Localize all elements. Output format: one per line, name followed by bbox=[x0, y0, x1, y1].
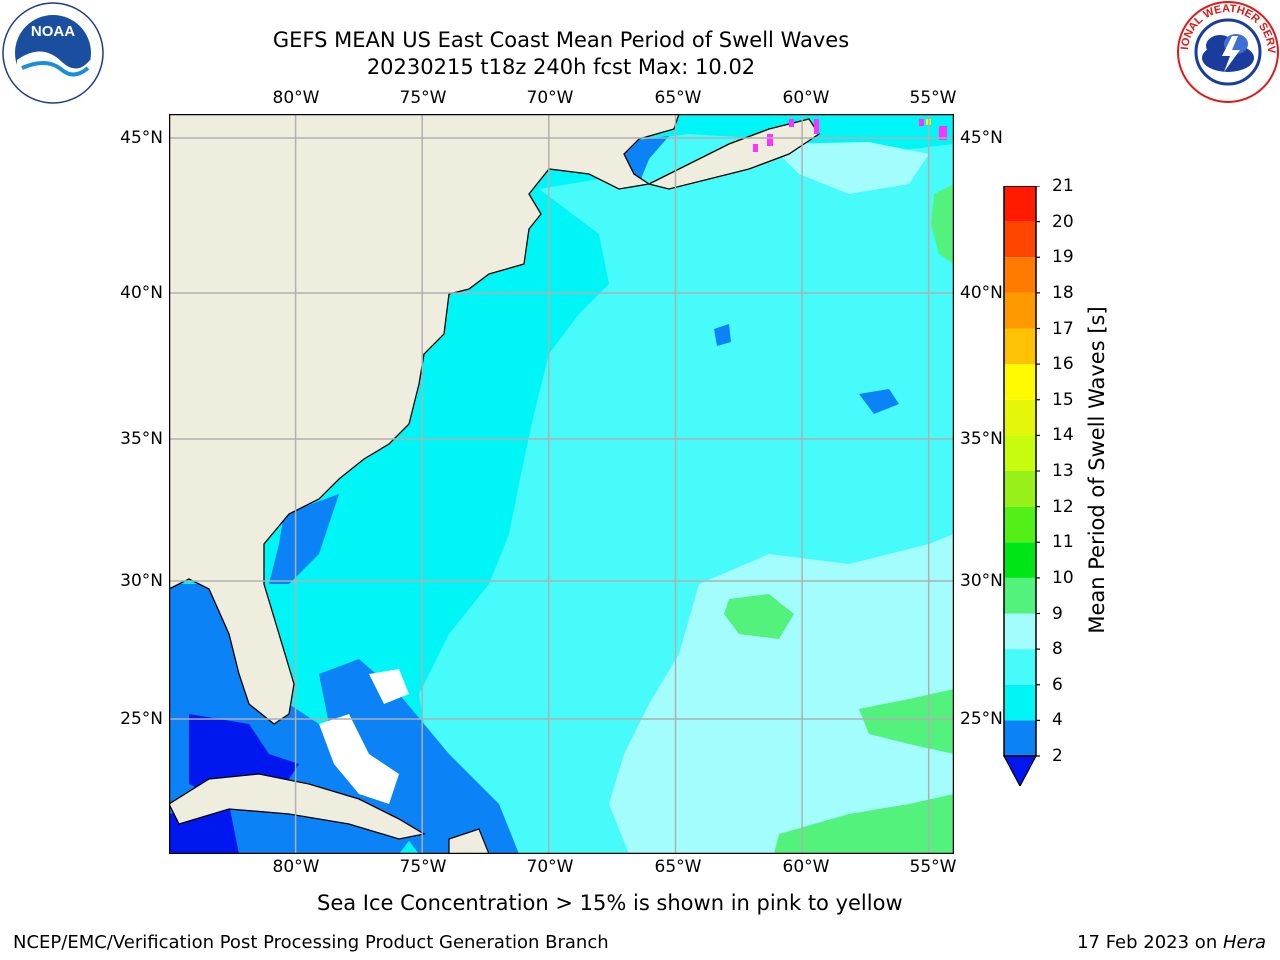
chart-subtitle: 20230215 t18z 240h fcst Max: 10.02 bbox=[366, 55, 756, 79]
chart-title: GEFS MEAN US East Coast Mean Period of S… bbox=[272, 28, 850, 52]
swell-band-8-9-north bbox=[769, 142, 929, 194]
colorbar-segment bbox=[1004, 364, 1036, 400]
colorbar-tick-label: 13 bbox=[1052, 461, 1074, 481]
swell-period-map bbox=[169, 114, 954, 854]
lat-tick-right-25n: 25°N bbox=[960, 709, 1003, 729]
lon-tick-bottom-55w: 55°W bbox=[909, 857, 957, 877]
lat-tick-right-40n: 40°N bbox=[960, 283, 1003, 303]
lon-tick-top-70w: 70°W bbox=[526, 88, 574, 108]
colorbar-segment bbox=[1004, 186, 1036, 222]
colorbar-tick-label: 8 bbox=[1052, 639, 1063, 660]
lat-tick-right-45n: 45°N bbox=[960, 128, 1003, 148]
colorbar-segment bbox=[1004, 221, 1036, 258]
swell-band-9-10-d bbox=[931, 184, 954, 264]
colorbar-segment bbox=[1004, 257, 1036, 293]
colorbar-tick-label: 9 bbox=[1052, 603, 1063, 624]
land-cuba bbox=[169, 773, 426, 840]
colorbar-tick-label: 2 bbox=[1052, 746, 1063, 766]
lat-tick-right-35n: 35°N bbox=[960, 429, 1003, 449]
land-hispaniola bbox=[448, 828, 490, 854]
lon-tick-bottom-60w: 60°W bbox=[782, 857, 830, 877]
sea-ice-note: Sea Ice Concentration > 15% is shown in … bbox=[317, 891, 903, 915]
colorbar-segment bbox=[1004, 649, 1036, 685]
gridlines bbox=[169, 114, 954, 854]
machine-name: Hera bbox=[1222, 932, 1266, 953]
colorbar-segment bbox=[1004, 684, 1036, 721]
lat-tick-left-35n: 35°N bbox=[120, 429, 163, 449]
colorbar-tick-label: 10 bbox=[1052, 567, 1074, 588]
lat-tick-left-25n: 25°N bbox=[120, 709, 163, 729]
colorbar-tick-label: 11 bbox=[1052, 532, 1074, 553]
lat-tick-left-40n: 40°N bbox=[120, 283, 163, 303]
colorbar-title: Mean Period of Swell Waves [s] bbox=[1085, 306, 1109, 634]
colorbar-segment bbox=[1004, 613, 1036, 650]
lat-tick-left-45n: 45°N bbox=[120, 128, 163, 148]
colorbar-tick-label: 6 bbox=[1052, 674, 1063, 695]
swell-band-9-10-b bbox=[859, 689, 954, 754]
lon-tick-bottom-80w: 80°W bbox=[272, 857, 320, 877]
bahamas-banks-2 bbox=[369, 669, 409, 704]
colorbar-tick-label: 21 bbox=[1052, 176, 1074, 196]
lon-tick-top-65w: 65°W bbox=[654, 88, 702, 108]
colorbar-tick-label: 12 bbox=[1052, 496, 1074, 517]
colorbar-segment bbox=[1004, 435, 1036, 471]
colorbar-segment bbox=[1004, 506, 1036, 543]
lat-tick-left-30n: 30°N bbox=[120, 571, 163, 591]
nws-logo: NATIONAL WEATHER SERVICE bbox=[1176, 0, 1279, 103]
lon-tick-bottom-75w: 75°W bbox=[399, 857, 447, 877]
swell-band-9-10-c bbox=[774, 794, 954, 854]
colorbar-segment bbox=[1004, 292, 1036, 329]
colorbar bbox=[1003, 186, 1040, 786]
colorbar-tick-label: 20 bbox=[1052, 211, 1074, 232]
colorbar-segment bbox=[1004, 720, 1036, 756]
lon-tick-bottom-70w: 70°W bbox=[526, 857, 574, 877]
credit-text: NCEP/EMC/Verification Post Processing Pr… bbox=[13, 932, 609, 953]
land-north-america bbox=[169, 114, 680, 725]
colorbar-segment bbox=[1004, 471, 1036, 507]
lon-tick-bottom-65w: 65°W bbox=[654, 857, 702, 877]
colorbar-tick-label: 16 bbox=[1052, 354, 1074, 375]
colorbar-tick-label: 19 bbox=[1052, 247, 1074, 268]
lon-tick-top-80w: 80°W bbox=[272, 88, 320, 108]
swell-band-9-10-a bbox=[724, 594, 794, 639]
swell-band-2-4-bahamas bbox=[319, 659, 519, 854]
bahamas-banks bbox=[319, 714, 399, 804]
generation-date: 17 Feb 2023 on Hera bbox=[1077, 932, 1266, 953]
colorbar-tick-label: 4 bbox=[1052, 710, 1063, 731]
noaa-logo: NOAA bbox=[2, 2, 104, 104]
lon-tick-top-75w: 75°W bbox=[399, 88, 447, 108]
swell-band-8-9 bbox=[609, 534, 954, 854]
colorbar-tick-label: 14 bbox=[1052, 425, 1074, 446]
svg-text:NOAA: NOAA bbox=[31, 23, 75, 40]
lon-tick-top-55w: 55°W bbox=[909, 88, 957, 108]
colorbar-segment bbox=[1004, 577, 1036, 614]
swell-band-2-4-east bbox=[859, 389, 899, 414]
colorbar-under-arrow bbox=[1003, 755, 1037, 786]
colorbar-tick-label: 15 bbox=[1052, 389, 1074, 410]
lon-tick-top-60w: 60°W bbox=[782, 88, 830, 108]
swell-band-2-4-center bbox=[714, 324, 731, 346]
colorbar-segment bbox=[1004, 328, 1036, 365]
colorbar-segment bbox=[1004, 399, 1036, 436]
colorbar-tick-label: 18 bbox=[1052, 282, 1074, 303]
date-text: 17 Feb 2023 on bbox=[1077, 932, 1223, 953]
swell-band-2-4-gulfofmaine bbox=[624, 136, 669, 184]
colorbar-segment bbox=[1004, 542, 1036, 578]
lat-tick-right-30n: 30°N bbox=[960, 571, 1003, 591]
colorbar-tick-label: 17 bbox=[1052, 318, 1074, 339]
